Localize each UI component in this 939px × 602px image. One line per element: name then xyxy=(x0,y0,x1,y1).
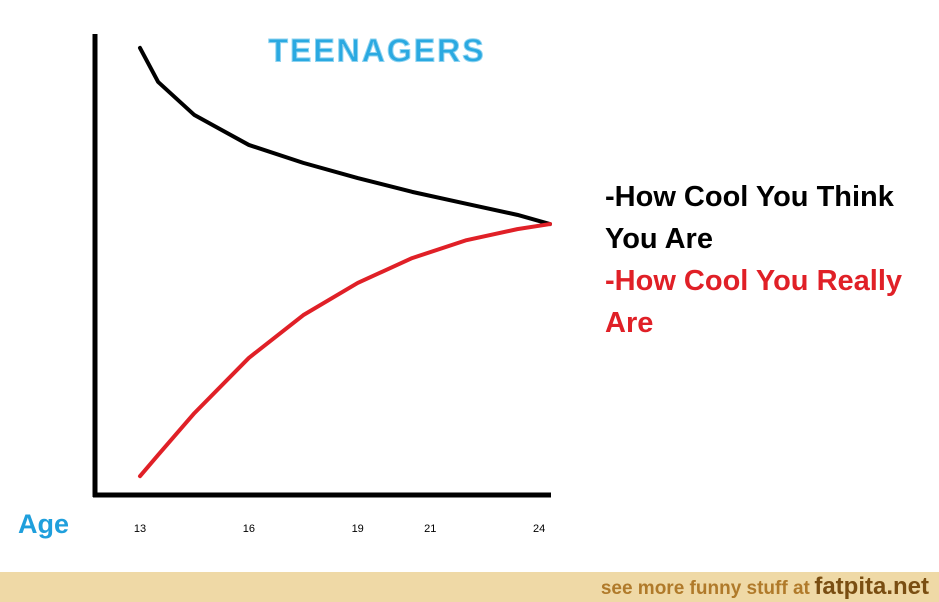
footer-text: see more funny stuff at fatpita.net xyxy=(601,573,929,601)
legend-entry: -How Cool You Think You Are xyxy=(605,181,894,255)
x-tick-label: 16 xyxy=(243,523,255,535)
footer-caption: see more funny stuff at xyxy=(600,578,810,599)
chart: TEENAGERS Age 13 16 19 21 24 xyxy=(18,32,552,539)
line xyxy=(137,45,552,227)
x-axis-label: Age xyxy=(18,509,69,539)
chart-title: TEENAGERS xyxy=(268,32,485,68)
footer: see more funny stuff at fatpita.net xyxy=(0,572,939,602)
legend: -How Cool You Think You Are -How Cool You… xyxy=(605,176,935,344)
x-tick-label: 21 xyxy=(424,523,436,535)
footer-site[interactable]: fatpita.net xyxy=(814,573,929,600)
x-tick-label: 19 xyxy=(352,523,364,535)
line xyxy=(137,222,552,479)
x-tick-label: 24 xyxy=(533,523,545,535)
legend-entry: -How Cool You Really Are xyxy=(605,265,903,339)
x-tick-label: 13 xyxy=(134,523,146,535)
